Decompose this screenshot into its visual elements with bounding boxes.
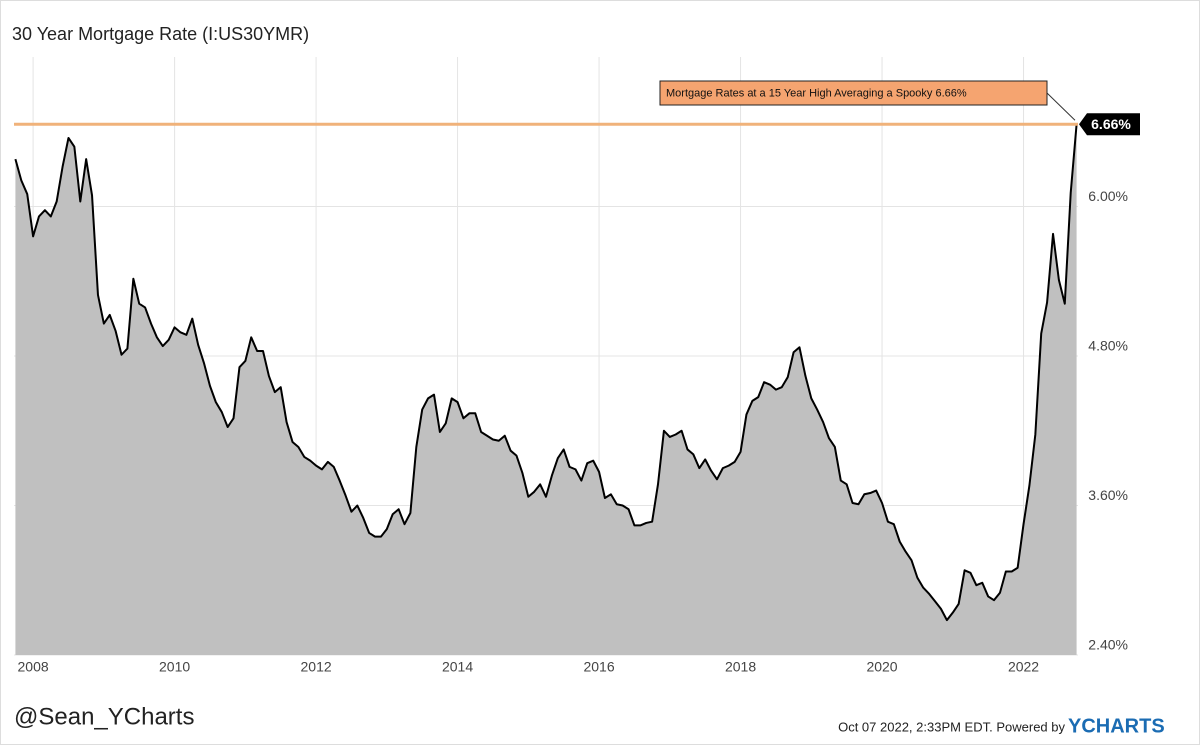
y-tick-label: 3.60% [1088,487,1128,503]
x-tick-label: 2012 [301,659,332,675]
chart-title: 30 Year Mortgage Rate (I:US30YMR) [12,24,309,44]
y-tick-label: 2.40% [1088,637,1128,653]
end-label-tag [1079,113,1140,136]
x-tick-label: 2010 [159,659,190,675]
y-tick-label: 6.00% [1088,188,1128,204]
x-tick-label: 2018 [725,659,756,675]
annotation-connector [1046,92,1076,121]
x-tick-label: 2016 [583,659,614,675]
x-tick-label: 2008 [18,659,49,675]
footer-brand: YCHARTS [1068,715,1165,737]
x-tick-label: 2020 [866,659,897,675]
annotation-text: Mortgage Rates at a 15 Year High Averagi… [666,87,967,99]
x-tick-label: 2014 [442,659,473,675]
plot-area: 2008 2010 2012 2014 2016 2018 2020 2022 2.40% 3.6… [14,57,1140,675]
line [14,124,1078,622]
footer-handle: @Sean_YCharts [14,703,194,730]
footer-timestamp: Oct 07 2022, 2:33PM EDT. Powered by [838,719,1065,734]
y-tick-label: 4.80% [1088,338,1128,354]
x-tick-label: 2022 [1008,659,1039,675]
annotation-box [659,80,1048,106]
end-label-text: 6.66% [1091,116,1131,132]
area-fill [15,124,1077,655]
